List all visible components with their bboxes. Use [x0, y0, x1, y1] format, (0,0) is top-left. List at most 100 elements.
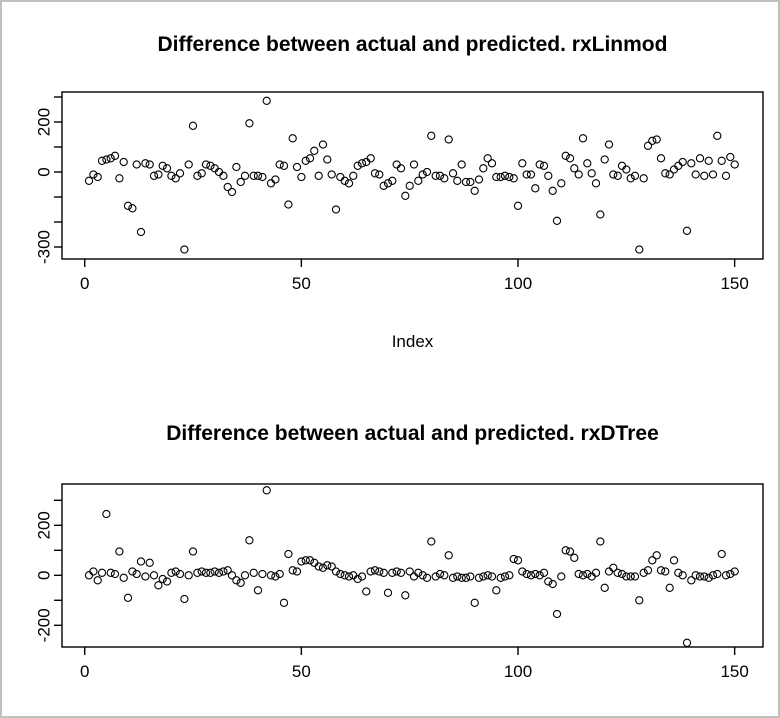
linmod-panel-data-point	[630, 171, 640, 180]
dtree-panel-data-point	[695, 572, 705, 581]
dtree-panel-data-point	[509, 554, 518, 564]
dtree-panel-data-point	[314, 562, 323, 571]
linmod-panel-data-point	[279, 161, 289, 170]
dtree-panel-ytick-label: -200	[34, 608, 53, 642]
dtree-panel-data-point	[431, 572, 440, 581]
linmod-panel-data-point	[587, 169, 596, 178]
dtree-panel-data-point	[344, 572, 354, 581]
linmod-panel-data-point	[344, 179, 354, 188]
dtree-panel-data-point	[93, 576, 102, 585]
dtree-panel-data-point	[249, 568, 258, 577]
dtree-panel-data-point	[349, 571, 358, 580]
dtree-panel-data-point	[206, 568, 215, 577]
linmod-panel-xtick-label: 50	[292, 274, 311, 293]
dtree-panel-data-point	[331, 567, 341, 576]
dtree-panel-data-point	[401, 591, 410, 600]
dtree-panel-data-point	[275, 569, 284, 579]
dtree-panel-data-point	[531, 569, 540, 579]
index-axis-label: Index	[391, 332, 434, 351]
linmod-panel-data-point	[383, 179, 393, 188]
linmod-panel-data-point	[622, 165, 631, 174]
linmod-panel-data-point	[474, 175, 484, 184]
dtree-panel-data-point	[240, 571, 250, 580]
dtree-panel-data-point	[535, 571, 544, 580]
dtree-panel-data-point	[115, 547, 124, 556]
linmod-panel-data-point	[132, 160, 141, 169]
linmod-panel-data-point	[201, 160, 211, 169]
dtree-panel-data-point	[700, 572, 709, 581]
dtree-panel-data-point	[175, 569, 185, 579]
dtree-panel-data-point	[383, 588, 393, 597]
dtree-panel-data-point	[340, 571, 349, 580]
linmod-panel-data-point	[349, 171, 358, 180]
dtree-panel-data-point	[396, 568, 406, 577]
dtree-panel-ytick-label: 200	[34, 511, 53, 539]
linmod-panel-box	[61, 91, 764, 260]
linmod-panel-data-point	[288, 134, 297, 143]
linmod-panel-xtick-label: 100	[504, 274, 532, 293]
linmod-panel-data-point	[565, 154, 575, 163]
linmod-panel-data-point	[487, 159, 497, 168]
dtree-panel-data-point	[691, 571, 700, 580]
linmod-panel-data-point	[223, 182, 232, 192]
dtree-panel-data-point	[492, 586, 501, 595]
dtree-panel-data-point	[574, 569, 583, 579]
dtree-panel-data-point	[219, 567, 228, 576]
dtree-panel-data-point	[123, 593, 133, 602]
dtree-panel-data-point	[461, 573, 471, 582]
linmod-panel-data-point	[539, 161, 549, 170]
dtree-panel-data-point	[500, 572, 510, 581]
linmod-panel-data-point	[284, 200, 293, 209]
linmod-panel-data-point	[357, 159, 367, 168]
dtree-panel-data-point	[158, 574, 167, 584]
dtree-panel-data-point	[353, 574, 362, 584]
linmod-panel-data-point	[193, 171, 202, 180]
dtree-panel-data-point	[132, 569, 141, 579]
dtree-panel-data-point	[548, 579, 557, 589]
dtree-panel-data-point	[141, 572, 150, 581]
linmod-panel-data-point	[366, 154, 375, 163]
dtree-panel-data-point	[570, 553, 579, 562]
dtree-panel-data-point	[583, 569, 592, 579]
dtree-panel-data-point	[119, 573, 128, 582]
linmod-panel-data-point	[110, 151, 120, 160]
dtree-panel-data-point	[704, 573, 713, 582]
dtree-panel-data-point	[362, 587, 371, 596]
dtree-panel-data-point	[713, 569, 722, 579]
linmod-panel-data-point	[331, 205, 341, 214]
dtree-panel-ytick-label: 0	[34, 571, 53, 580]
linmod-panel-data-point	[362, 157, 371, 167]
dtree-panel-data-point	[522, 569, 531, 579]
linmod-panel-data-point	[271, 175, 280, 184]
linmod-panel-data-point	[626, 174, 635, 183]
linmod-panel-data-point	[483, 154, 492, 163]
linmod-panel-data-point	[639, 174, 648, 183]
linmod-panel-data-point	[466, 177, 475, 187]
linmod-panel-data-point	[145, 160, 154, 169]
linmod-panel-data-point	[470, 186, 479, 195]
dtree-panel-data-point	[656, 566, 666, 575]
linmod-panel-data-point	[492, 172, 501, 182]
dtree-panel-xtick-label: 0	[80, 662, 89, 681]
linmod-panel-data-point	[227, 187, 237, 197]
dtree-panel-data-point	[617, 569, 627, 579]
linmod-panel-data-point	[249, 171, 258, 180]
linmod-panel-data-point	[379, 181, 388, 190]
linmod-panel-data-point	[574, 170, 583, 179]
linmod-panel-data-point	[678, 157, 687, 167]
dtree-panel-data-point	[136, 557, 146, 566]
linmod-panel-data-point	[509, 174, 518, 183]
dtree-panel-data-point	[487, 572, 497, 581]
linmod-panel-data-point	[275, 160, 284, 169]
linmod-panel-data-point	[171, 174, 180, 183]
dtree-panel-data-point	[288, 566, 297, 575]
linmod-panel-data-point	[500, 171, 510, 180]
dtree-panel-data-point	[227, 571, 237, 580]
dtree-panel-data-point	[440, 571, 449, 580]
linmod-panel-data-point	[405, 181, 414, 190]
linmod-panel-data-point	[409, 160, 419, 169]
linmod-panel-data-point	[513, 201, 523, 210]
linmod-panel-data-point	[136, 227, 146, 237]
dtree-panel-data-point	[457, 573, 466, 582]
